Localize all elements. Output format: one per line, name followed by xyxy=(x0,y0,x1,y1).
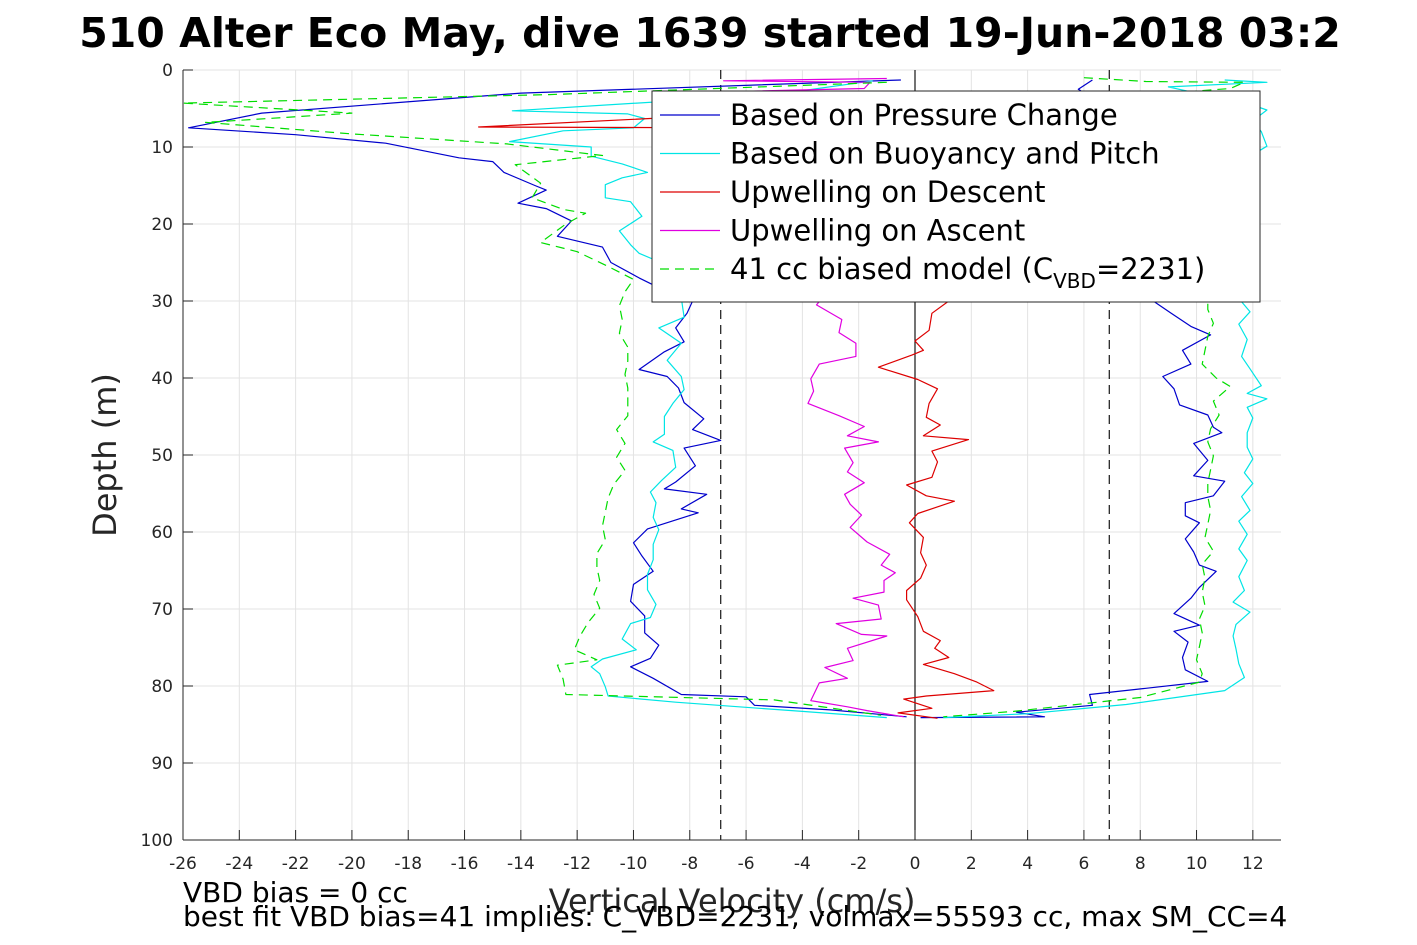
legend-label-ascent: Upwelling on Ascent xyxy=(730,214,1025,248)
legend-label-pressure: Based on Pressure Change xyxy=(730,98,1118,132)
x-axis-label: Vertical Velocity (cm/s) xyxy=(549,882,916,920)
x-tick-label: -8 xyxy=(681,854,698,874)
footer-vbd-bias: VBD bias = 0 cc xyxy=(183,876,408,909)
x-tick-label: -22 xyxy=(282,854,310,874)
x-tick-label: -26 xyxy=(169,854,197,874)
y-tick-label: 20 xyxy=(151,215,173,235)
x-tick-label: -14 xyxy=(507,854,535,874)
x-tick-label: 6 xyxy=(1079,854,1090,874)
axes: -26 -24 -22 -20 -18 -16 -14 -12 -10 -8 -6 -4 -2 0 2 4 6 8… xyxy=(86,61,1281,920)
y-axis-label: Depth (m) xyxy=(86,373,124,537)
legend-box xyxy=(651,90,1261,303)
x-tick-label: -18 xyxy=(394,854,422,874)
y-tick-label: 70 xyxy=(151,600,173,620)
series-line-pressure xyxy=(188,79,907,718)
y-tick-label: 40 xyxy=(151,369,173,389)
x-tick-label: -4 xyxy=(794,854,811,874)
legend: Based on Pressure Change Based on Buoyanc… xyxy=(651,90,1261,303)
y-tick-label: 30 xyxy=(151,292,173,312)
footer-best-fit: best fit VBD bias=41 implies: C_VBD=2231… xyxy=(183,900,1288,933)
y-tick-label: 0 xyxy=(162,61,173,81)
x-tick-label: 0 xyxy=(910,854,921,874)
x-tick-label: -16 xyxy=(451,854,479,874)
x-tick-label: 10 xyxy=(1186,854,1208,874)
x-tick-label: -2 xyxy=(850,854,867,874)
y-tick-label: 10 xyxy=(151,138,173,158)
x-tick-label: 2 xyxy=(966,854,977,874)
y-tick-label: 90 xyxy=(151,754,173,774)
x-tick-label: -6 xyxy=(738,854,755,874)
chart-title: 510 Alter Eco May, dive 1639 started 19-… xyxy=(79,9,1341,57)
legend-label-model: 41 cc biased model (CVBD=2231) xyxy=(730,252,1205,293)
x-tick-label: 4 xyxy=(1022,854,1033,874)
x-tick-label: -10 xyxy=(620,854,648,874)
x-tick-label: -24 xyxy=(225,854,253,874)
legend-label-buoyancy: Based on Buoyancy and Pitch xyxy=(730,137,1160,171)
legend-label-descent: Upwelling on Descent xyxy=(730,175,1046,209)
y-tick-label: 60 xyxy=(151,523,173,543)
y-tick-label: 100 xyxy=(141,831,173,851)
series-line-buoyancy xyxy=(509,80,887,719)
x-tick-label: -20 xyxy=(338,854,366,874)
x-tick-label: 12 xyxy=(1242,854,1264,874)
series-line-model xyxy=(182,81,887,716)
y-tick-label: 80 xyxy=(151,677,173,697)
y-tick-label: 50 xyxy=(151,446,173,466)
x-tick-label: -12 xyxy=(563,854,591,874)
x-tick-label: 8 xyxy=(1135,854,1146,874)
